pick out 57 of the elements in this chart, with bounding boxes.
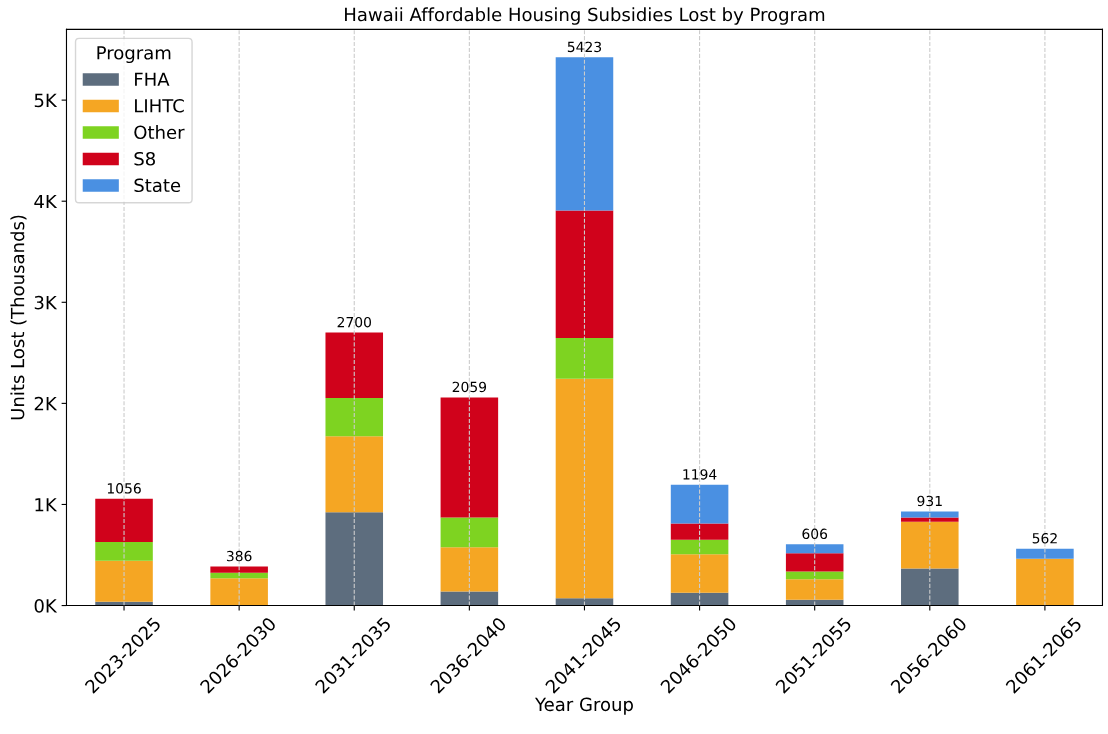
bar <box>1016 558 1074 606</box>
legend-label: Other <box>134 125 185 140</box>
bar <box>1016 548 1074 559</box>
total-label: 2700 <box>337 316 371 328</box>
chart-title: Hawaii Affordable Housing Subsidies Lost by Program <box>345 7 825 25</box>
total-label: 606 <box>802 528 828 540</box>
bar <box>95 498 153 543</box>
y-tick-label: 1K <box>35 498 58 512</box>
legend-label: S8 <box>134 151 155 166</box>
bar <box>555 57 614 211</box>
y-tick-label: 5K <box>34 93 58 108</box>
total-label: 386 <box>226 550 252 562</box>
bar <box>325 436 384 513</box>
bar <box>901 521 959 569</box>
bar <box>325 512 384 606</box>
total-label: 562 <box>1032 533 1057 544</box>
bar <box>440 547 499 592</box>
legend-title: Program <box>97 46 171 64</box>
y-tick-label: 3K <box>34 295 58 310</box>
bar <box>555 338 614 379</box>
bar <box>670 592 729 606</box>
bar <box>325 397 384 437</box>
y-tick-label: 2K <box>34 396 58 411</box>
total-label: 5423 <box>567 41 602 53</box>
y-tick-label: 0K <box>34 599 58 613</box>
bar <box>785 544 844 554</box>
bar <box>670 484 729 524</box>
bar <box>785 571 844 580</box>
bar <box>670 554 729 593</box>
legend-label: State <box>134 178 181 193</box>
bar <box>555 210 614 339</box>
total-label: 1194 <box>683 469 717 480</box>
bar <box>440 517 499 548</box>
legend-label: LIHTC <box>135 98 184 113</box>
bar <box>325 332 384 398</box>
y-axis-title: Units Lost (Thousands) <box>10 215 27 420</box>
bar <box>95 542 153 561</box>
bar <box>555 598 614 606</box>
x-axis-title: Year Group <box>534 697 633 715</box>
bar <box>901 511 959 518</box>
bar <box>555 378 614 599</box>
bar <box>670 523 729 540</box>
bar <box>670 539 729 555</box>
bar <box>440 397 499 518</box>
total-label: 2059 <box>452 381 487 393</box>
y-tick-label: 4K <box>34 194 58 209</box>
total-label: 931 <box>917 495 942 507</box>
bar <box>95 560 153 602</box>
bar <box>785 553 844 572</box>
total-label: 1056 <box>107 483 141 494</box>
bar <box>210 566 268 573</box>
legend-label: FHA <box>135 72 170 86</box>
bar <box>785 579 844 600</box>
bar <box>210 578 268 606</box>
bar <box>901 568 959 606</box>
bar <box>901 517 959 522</box>
bar <box>440 591 499 606</box>
